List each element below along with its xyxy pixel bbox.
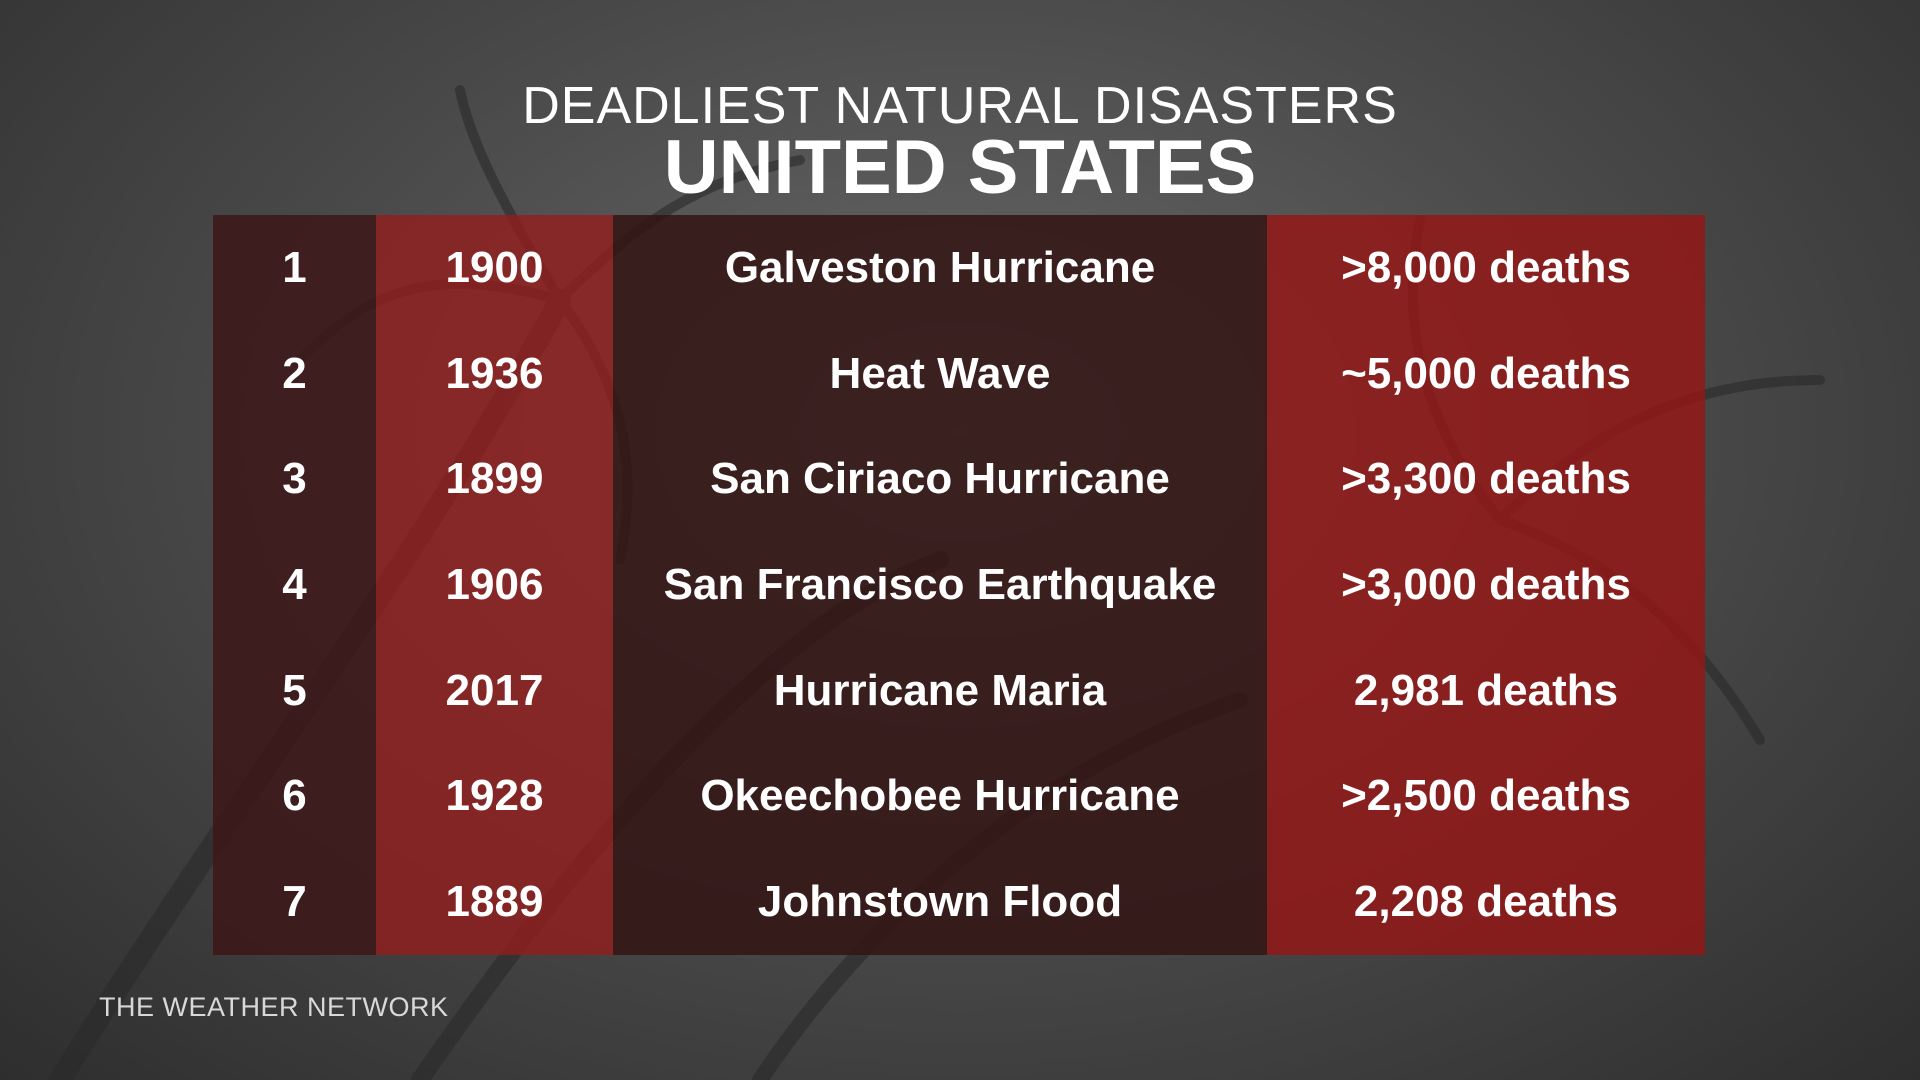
year: 1899 xyxy=(445,454,544,504)
deaths-column: >8,000 deaths ~5,000 deaths >3,300 deaths >… xyxy=(1267,215,1705,955)
year: 1936 xyxy=(445,348,544,398)
title: DEADLIEST NATURAL DISASTERS xyxy=(522,77,1398,135)
deaths: >3,300 deaths xyxy=(1341,454,1631,504)
rank: 4 xyxy=(282,560,307,610)
disaster-name: Heat Wave xyxy=(829,348,1051,398)
year: 1906 xyxy=(445,560,544,610)
year-column: 1900 1936 1899 1906 2017 1928 1889 xyxy=(376,215,613,955)
disaster-name: Galveston Hurricane xyxy=(724,242,1156,292)
rank-column: 1 2 3 4 5 6 7 xyxy=(213,215,376,955)
year: 1928 xyxy=(445,771,544,821)
rank: 2 xyxy=(282,348,307,398)
deaths: 2,981 deaths xyxy=(1353,665,1619,715)
deaths: >2,500 deaths xyxy=(1341,771,1631,821)
year: 1900 xyxy=(445,242,544,292)
disaster-column: Galveston Hurricane Heat Wave San Ciriaco … xyxy=(613,215,1267,955)
disaster-name: Johnstown Flood xyxy=(757,877,1123,927)
year: 2017 xyxy=(445,665,544,715)
rank: 5 xyxy=(282,665,307,715)
disaster-name: Okeechobee Hurricane xyxy=(700,771,1180,821)
rank: 7 xyxy=(282,877,307,927)
year: 1889 xyxy=(445,877,544,927)
deaths: ~5,000 deaths xyxy=(1341,348,1631,398)
disaster-name: Hurricane Maria xyxy=(773,665,1107,715)
brand: THE WEATHER NETWORK xyxy=(99,992,449,1022)
table: 1 2 3 4 5 6 7 1900 1936 1899 1906 2017 1928 1889 Galve… xyxy=(213,215,1705,955)
deaths: >3,000 deaths xyxy=(1341,560,1631,610)
disaster-name: San Francisco Earthquake xyxy=(663,560,1217,610)
deaths: 2,208 deaths xyxy=(1353,877,1619,927)
disaster-name: San Ciriaco Hurricane xyxy=(710,454,1170,504)
rank: 3 xyxy=(282,454,307,504)
rank: 1 xyxy=(282,242,307,292)
deaths: >8,000 deaths xyxy=(1341,242,1631,292)
rank: 6 xyxy=(282,771,307,821)
subtitle: UNITED STATES xyxy=(663,125,1257,210)
